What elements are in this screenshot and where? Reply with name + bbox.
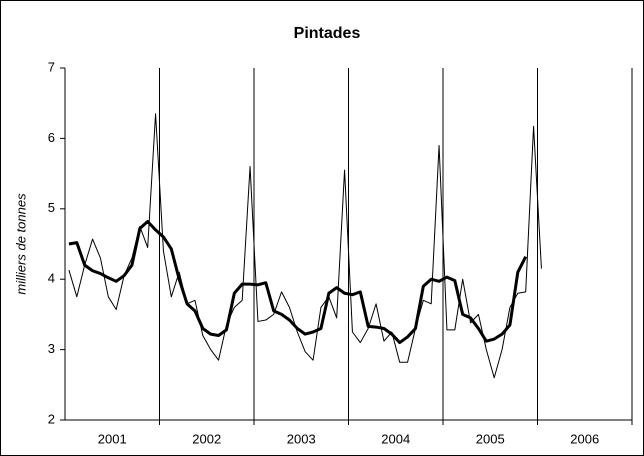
y-tick-label: 4 [48, 271, 55, 286]
x-tick-label: 2005 [476, 431, 505, 446]
y-tick-label: 3 [48, 341, 55, 356]
x-tick-label: 2004 [381, 431, 410, 446]
chart-title: Pintades [294, 25, 361, 42]
x-tick-label: 2003 [287, 431, 316, 446]
y-axis-title: milliers de tonnes [13, 193, 28, 295]
x-tick-label: 2006 [570, 431, 599, 446]
y-tick-label: 7 [48, 59, 55, 74]
y-tick-label: 6 [48, 130, 55, 145]
series-line [68, 219, 528, 345]
x-tick-label: 2001 [98, 431, 127, 446]
series-line [68, 113, 542, 379]
x-tick-label: 2002 [192, 431, 221, 446]
y-tick-label: 5 [48, 200, 55, 215]
y-tick-label: 2 [48, 411, 55, 426]
